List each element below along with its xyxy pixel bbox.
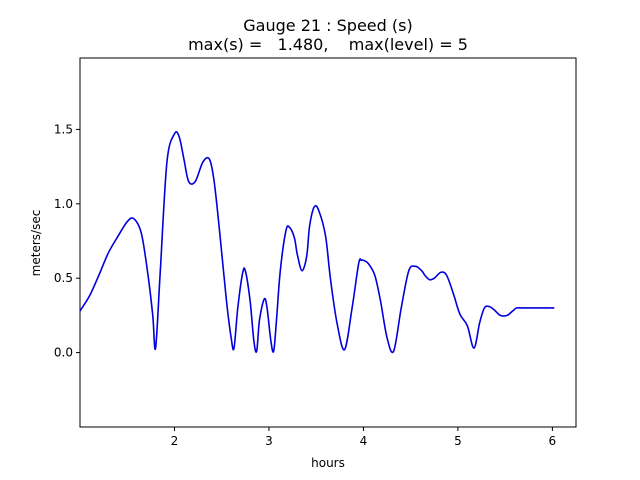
y-tick-label: 1.0 — [54, 197, 73, 211]
x-tick-label: 2 — [171, 434, 179, 448]
y-axis-ticks: 0.0 0.5 1.0 1.5 — [54, 122, 80, 360]
x-tick-label: 6 — [549, 434, 557, 448]
x-axis-label: hours — [311, 456, 345, 470]
y-tick-label: 0.0 — [54, 346, 73, 360]
y-tick-label: 1.5 — [54, 122, 73, 136]
x-tick-label: 3 — [265, 434, 273, 448]
x-tick-label: 4 — [360, 434, 368, 448]
x-tick-label: 5 — [454, 434, 462, 448]
chart-title-line2: max(s) = 1.480, max(level) = 5 — [188, 35, 468, 54]
speed-series-line — [79, 131, 555, 354]
series-layer — [79, 131, 555, 354]
y-axis-label: meters/sec — [29, 210, 43, 277]
plot-area — [79, 57, 577, 428]
chart-title-line1: Gauge 21 : Speed (s) — [243, 16, 412, 35]
x-axis-ticks: 2 3 4 5 6 — [171, 427, 557, 448]
y-tick-label: 0.5 — [54, 271, 73, 285]
